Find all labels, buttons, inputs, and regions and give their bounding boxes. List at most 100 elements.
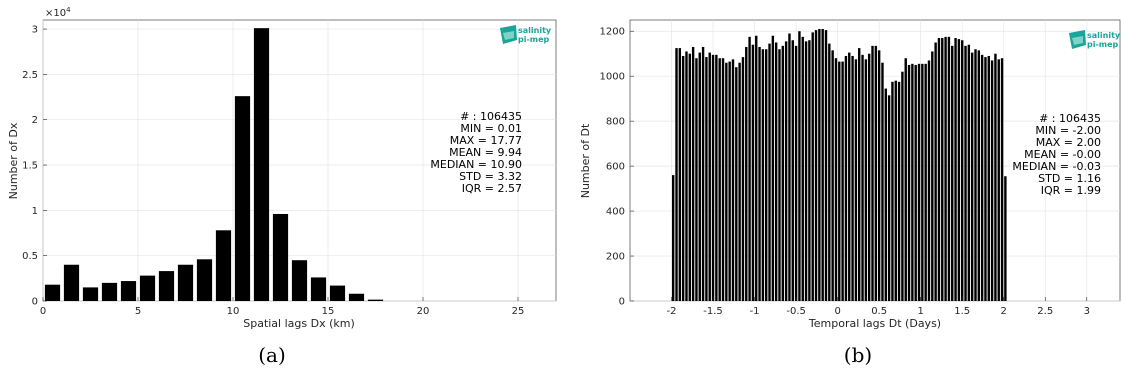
bar [705, 57, 708, 302]
bar [834, 58, 838, 301]
y-tick-label: 800 [606, 117, 625, 128]
x-tick-label: 2 [1001, 306, 1007, 317]
bar [725, 62, 728, 301]
x-axis-label-a: Spatial lags Dx (km) [243, 317, 355, 330]
bar [44, 284, 61, 301]
grid-a [42, 20, 556, 302]
bar [688, 53, 692, 301]
bar [778, 49, 781, 301]
y-tick-label: 3 [32, 25, 38, 36]
bar [741, 57, 745, 302]
bar [681, 55, 685, 301]
stats-box-b: # : 106435 MIN = -2.00 MAX = 2.00 MEAN =… [1012, 112, 1101, 197]
bar [348, 293, 365, 301]
bar [980, 54, 984, 302]
stats-line-b: # : 106435 [1039, 112, 1101, 125]
bar [984, 57, 987, 302]
bar [758, 46, 761, 302]
bar [861, 54, 864, 302]
x-tick-label: 0 [40, 306, 46, 317]
bar [828, 43, 831, 301]
bar [941, 37, 944, 301]
logo-text-a: pi-mep [518, 35, 550, 44]
stats-line-b: STD = 1.16 [1038, 172, 1101, 185]
bar [957, 39, 961, 301]
bar [917, 63, 921, 301]
y-tick-label: 2.5 [22, 70, 38, 81]
bar [675, 48, 678, 301]
bar [329, 285, 346, 301]
y-tick-label: 1 [32, 206, 38, 217]
bar [838, 61, 841, 302]
bar [774, 42, 778, 301]
bar [977, 50, 981, 302]
bar [811, 32, 814, 301]
stats-line-a: MEDIAN = 10.90 [430, 158, 522, 171]
bar [858, 48, 861, 301]
bar [931, 51, 934, 301]
bar [851, 55, 854, 301]
bar [695, 58, 698, 301]
x-tick-label: 0 [834, 306, 840, 317]
stats-line-b: MEDIAN = -0.03 [1012, 160, 1101, 173]
bar [196, 259, 213, 301]
bars-b [671, 28, 1007, 302]
bar [964, 45, 967, 301]
stats-line-a: MEAN = 9.94 [449, 146, 522, 159]
bar [897, 81, 901, 301]
bar [970, 52, 974, 301]
bar [841, 61, 844, 302]
bar [967, 44, 971, 302]
y-tick-label: 600 [606, 162, 625, 173]
y-axis-label-b: Number of Dt [579, 123, 592, 198]
bar [1000, 58, 1004, 301]
bar [755, 35, 758, 302]
bars-a [44, 28, 384, 302]
x-tick-label: -2 [667, 306, 677, 317]
bar [947, 36, 951, 302]
bar [997, 59, 1000, 302]
bar [253, 28, 270, 302]
logo-icon-a [503, 31, 514, 40]
y-tick-label: 200 [606, 252, 625, 263]
bar [101, 282, 118, 301]
bar [671, 175, 675, 301]
bar [901, 71, 904, 301]
bar [944, 36, 947, 302]
bar [911, 63, 914, 301]
caption-a: (a) [258, 343, 286, 367]
bar [738, 62, 741, 301]
stats-line-b: MAX = 2.00 [1036, 136, 1101, 149]
bar [854, 59, 858, 302]
bar [891, 81, 894, 301]
y-tick-label: 0.5 [22, 251, 38, 262]
bar [120, 281, 137, 301]
bar [761, 49, 765, 301]
bar [877, 50, 881, 302]
bar [874, 45, 878, 301]
logo-text-b: salinity [1087, 31, 1121, 40]
bar [864, 59, 868, 302]
bar [768, 43, 771, 301]
x-axis-label-b: Temporal lags Dt (Days) [808, 317, 941, 330]
bar [927, 60, 931, 301]
bar [804, 41, 808, 302]
bar [794, 45, 798, 301]
bar [990, 60, 994, 301]
bar [831, 50, 834, 302]
panel-b: -2 -1.5 -1 -0.5 0 0.5 1 1.5 2 2.5 3 0 200 400 600 800 1… [579, 19, 1121, 367]
bar [177, 264, 194, 301]
y-tick-label: 2 [32, 115, 38, 126]
bar [701, 46, 705, 302]
x-tick-label: 15 [322, 306, 335, 317]
bar [824, 30, 828, 302]
bar [711, 54, 715, 302]
bar [310, 277, 327, 301]
bar [234, 96, 251, 301]
y-axis-label-a: Number of Dx [7, 122, 20, 199]
y-tick-label: 0 [619, 297, 625, 308]
exponent-label-a: ×104 [45, 6, 71, 19]
bar [954, 37, 957, 301]
x-tick-label: 2.5 [1037, 306, 1053, 317]
bar [788, 33, 791, 301]
